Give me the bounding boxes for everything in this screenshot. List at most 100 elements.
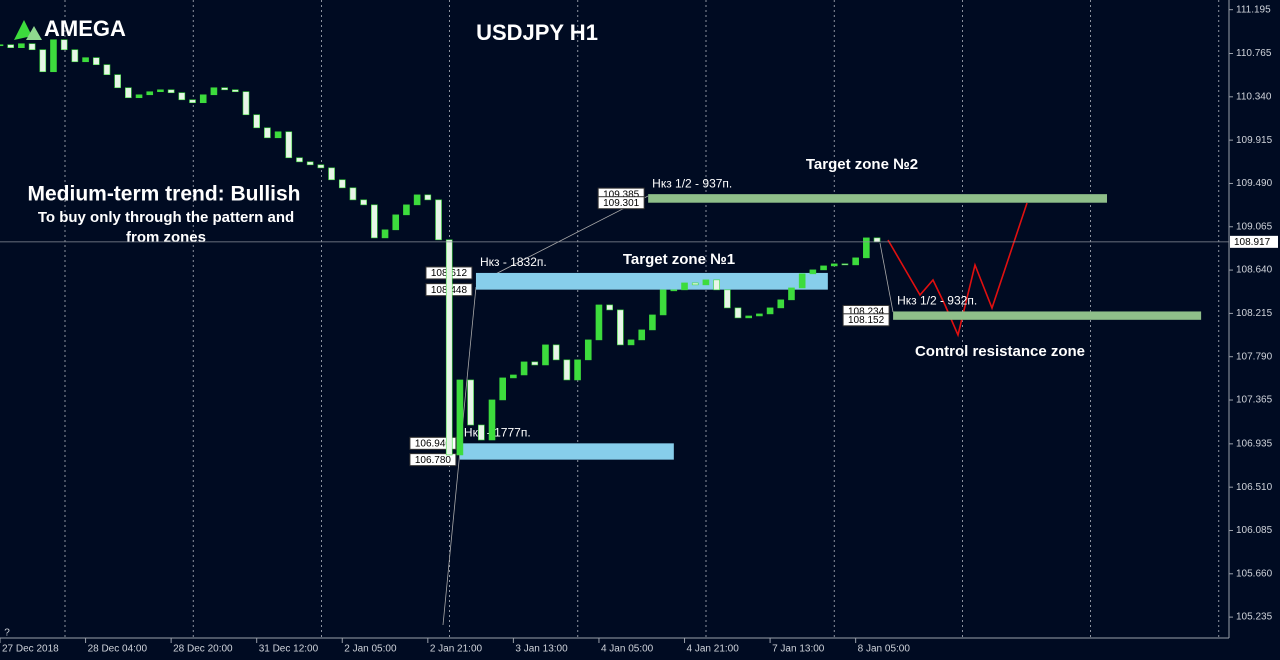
candle-body (574, 359, 581, 381)
candle-body (403, 204, 410, 216)
candle-body (809, 269, 817, 275)
x-tick-label: 7 Jan 13:00 (772, 644, 825, 655)
corner-icon: ? (4, 628, 10, 639)
y-tick-label: 109.915 (1236, 135, 1273, 146)
candle-body (531, 361, 539, 366)
candle-body (328, 167, 335, 181)
annotation: To buy only through the pattern and (38, 209, 294, 226)
candle-body (745, 315, 752, 319)
candle-body (724, 289, 731, 309)
candle-body (349, 187, 357, 201)
x-tick-label: 2 Jan 05:00 (344, 644, 397, 655)
candle-body (702, 279, 710, 286)
candle-body (649, 314, 656, 331)
annotation: from zones (126, 229, 206, 246)
candle-body (606, 304, 613, 311)
x-tick-label: 27 Dec 2018 (2, 644, 59, 655)
candle-body (381, 229, 389, 239)
candle-body (125, 87, 132, 99)
y-tick-label: 106.510 (1236, 482, 1273, 493)
price-box-label: 109.385 (603, 189, 640, 200)
zone-label: Нкз 1/2 - 937п. (652, 176, 732, 190)
y-tick-label: 106.085 (1236, 525, 1273, 536)
y-tick-label: 109.490 (1236, 178, 1273, 189)
candle-body (756, 313, 763, 317)
candle-body (595, 304, 603, 341)
candle-body (114, 74, 121, 89)
y-tick-label: 106.935 (1236, 438, 1273, 449)
candle-body (28, 43, 36, 51)
candle-body (798, 273, 806, 289)
x-tick-label: 4 Jan 21:00 (687, 644, 740, 655)
candle-body (563, 359, 571, 381)
price-box-label: 109.301 (603, 198, 640, 209)
x-tick-label: 31 Dec 12:00 (259, 644, 319, 655)
annotation: Target zone №1 (623, 251, 735, 268)
candle-body (627, 339, 635, 346)
y-tick-label: 110.340 (1236, 91, 1272, 102)
candle-body (873, 237, 881, 243)
candle-body (199, 94, 207, 104)
x-tick-label: 2 Jan 21:00 (430, 644, 483, 655)
candle-body (7, 44, 14, 48)
connector (475, 195, 649, 285)
candle-body (499, 377, 506, 401)
x-tick-label: 8 Jan 05:00 (858, 644, 911, 655)
last-price-label: 108.917 (1234, 237, 1271, 248)
y-tick-label: 105.660 (1236, 568, 1273, 579)
candle-body (392, 214, 400, 231)
y-tick-label: 107.790 (1236, 351, 1273, 362)
candle-body (766, 307, 774, 315)
price-box (842, 313, 890, 327)
candle-body (456, 379, 464, 456)
candle-body (103, 64, 111, 76)
price-box (409, 436, 457, 450)
candle-body (242, 91, 250, 116)
y-tick-label: 110.765 (1236, 48, 1272, 59)
candle-body (659, 289, 667, 316)
zone-label: Нкз - 1777п. (464, 426, 531, 440)
candle-body (841, 263, 849, 266)
candle-body (734, 307, 742, 319)
candle-body (39, 49, 47, 73)
candle-body (0, 44, 4, 47)
candle-body (317, 164, 325, 169)
y-tick-label: 108.215 (1236, 308, 1273, 319)
price-box-label: 108.234 (848, 307, 885, 318)
x-tick-label: 3 Jan 13:00 (515, 644, 568, 655)
connector (442, 286, 477, 626)
candle-body (670, 289, 678, 292)
candle-body (478, 424, 485, 441)
annotation: Target zone №2 (806, 156, 918, 173)
price-box (597, 196, 645, 210)
zone (475, 272, 828, 290)
candle-body (413, 194, 421, 206)
candle-body (296, 157, 303, 163)
candle-body (552, 344, 560, 361)
candle-body (681, 282, 688, 291)
price-box-label: 106.780 (415, 455, 452, 466)
candle-body (60, 39, 68, 51)
candle-body (617, 309, 624, 346)
x-tick-label: 28 Dec 20:00 (173, 644, 233, 655)
candle-body (584, 339, 592, 361)
candle-body (285, 131, 293, 159)
candle-body (253, 114, 260, 129)
candle-body (371, 204, 378, 239)
candle-body (467, 379, 474, 426)
logo-text: AMEGA (44, 16, 126, 41)
candle-body (520, 361, 528, 376)
candle-body (167, 89, 175, 94)
last-price-box (1230, 235, 1278, 248)
candle-body (424, 194, 432, 201)
candle-body (232, 89, 239, 93)
candle-body (82, 57, 89, 63)
candle-body (146, 91, 154, 96)
candle-body (863, 237, 870, 259)
candle-body (50, 39, 57, 73)
zone-label: Нкз 1/2 - 932п. (897, 294, 977, 308)
candle-body (157, 89, 164, 93)
candle-body (435, 199, 442, 241)
candle-body (445, 239, 453, 456)
